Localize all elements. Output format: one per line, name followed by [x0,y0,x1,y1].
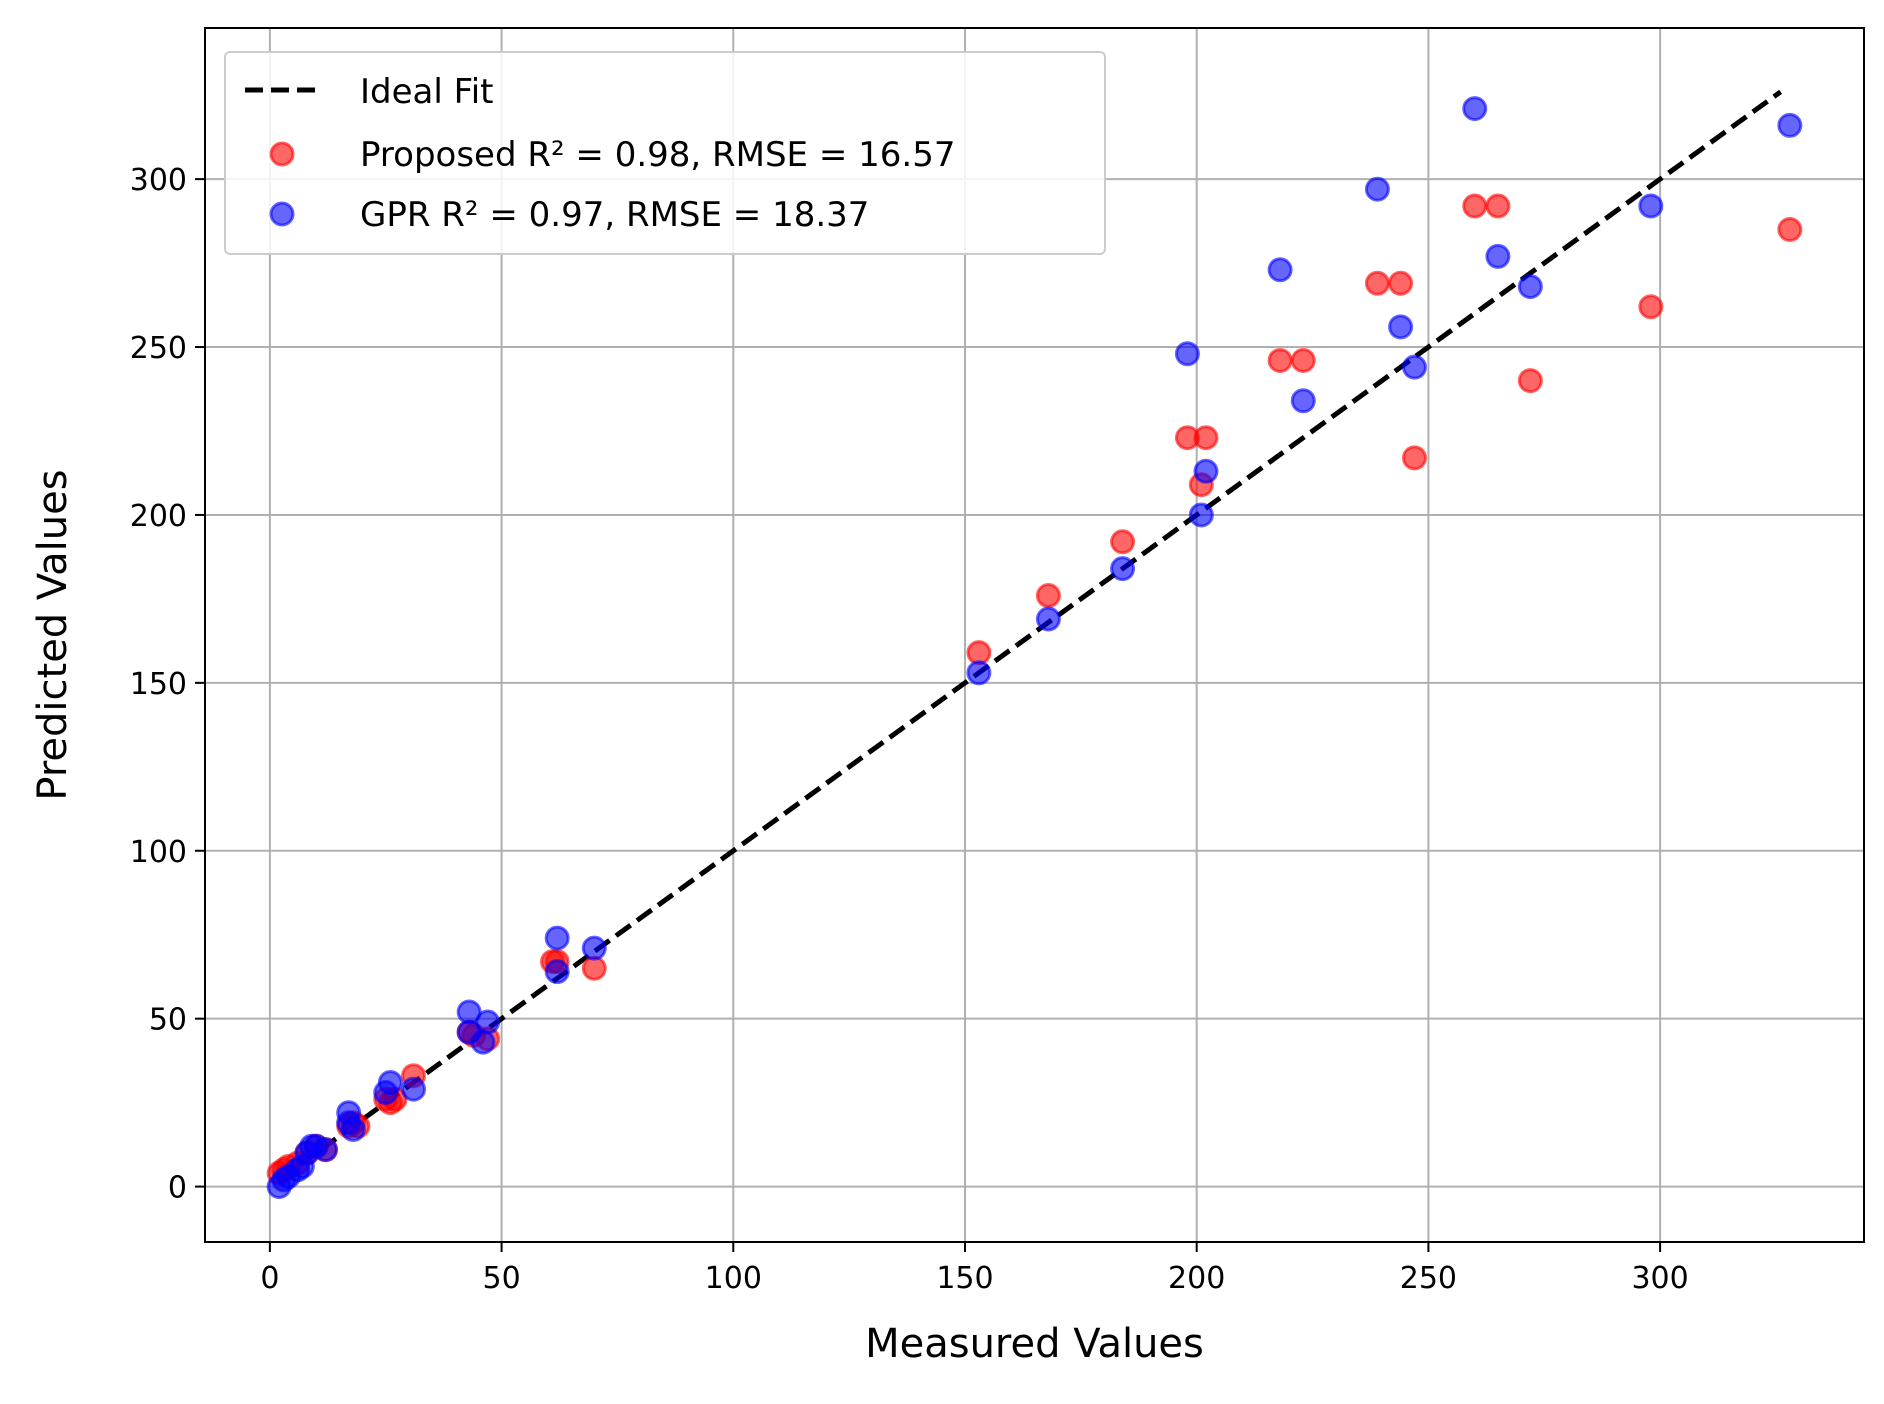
x-tick-label: 0 [260,1261,279,1296]
y-tick-label: 150 [130,667,187,702]
gpr-point [581,935,607,961]
proposed-point [1462,193,1488,219]
plot-frame [204,27,1865,1243]
x-tick-label: 50 [482,1261,520,1296]
legend-proposed-marker [269,141,295,167]
legend-proposed-label: Proposed R² = 0.98, RMSE = 16.57 [360,135,955,175]
proposed-point [1777,216,1803,242]
axis-ticks: 0 50 100 150 200 250 300 0 50 100 150 200 250 300 [130,163,1689,1296]
gpr-point [544,925,570,951]
legend-box [224,51,1106,255]
gpr-point [1188,502,1214,528]
gpr-point [1462,96,1488,122]
x-axis-label: Measured Values [865,1321,1204,1367]
legend-gpr-label: GPR R² = 0.97, RMSE = 18.37 [360,195,869,235]
gpr-point [544,959,570,985]
proposed-point [1517,368,1543,394]
y-tick-label: 0 [168,1171,187,1206]
gpr-point [1267,257,1293,283]
gpr-point [1517,274,1543,300]
y-tick-label: 50 [149,1003,187,1038]
gpr-point [401,1076,427,1102]
gpr-point [1638,193,1664,219]
gpr-point [1364,176,1390,202]
legend: Ideal Fit Proposed R² = 0.98, RMSE = 16.… [224,51,1106,255]
proposed-point [1638,294,1664,320]
proposed-point [1364,270,1390,296]
gpr-point [340,1116,366,1142]
gpr-point [966,660,992,686]
gpr-point [1388,314,1414,340]
y-axis-label: Predicted Values [30,469,76,800]
proposed-point [1401,445,1427,471]
x-tick-label: 200 [1168,1261,1225,1296]
y-tick-label: 300 [130,163,187,198]
gpr-point [1777,112,1803,138]
y-tick-label: 200 [130,499,187,534]
gpr-point [1485,243,1511,269]
x-tick-label: 100 [705,1261,762,1296]
legend-ideal-fit-label: Ideal Fit [360,72,493,112]
proposed-point [1035,583,1061,609]
proposed-point [1267,347,1293,373]
proposed-point [1110,529,1136,555]
gpr-point [1110,556,1136,582]
gpr-point [470,1029,496,1055]
ideal-fit-layer [277,89,1783,1182]
data-points-layer [266,96,1803,1200]
x-tick-label: 250 [1400,1261,1457,1296]
proposed-point [1485,193,1511,219]
gpr-point [1035,606,1061,632]
ideal-fit-line [277,89,1783,1182]
gpr-point [377,1069,403,1095]
gpr-point [1174,341,1200,367]
proposed-point [1290,347,1316,373]
x-tick-label: 150 [936,1261,993,1296]
proposed-point [1193,425,1219,451]
y-tick-label: 100 [130,835,187,870]
gpr-point [1401,354,1427,380]
gpr-point [1290,388,1316,414]
gpr-point [475,1009,501,1035]
gpr-point [1193,458,1219,484]
y-tick-label: 250 [130,331,187,366]
x-tick-label: 300 [1631,1261,1688,1296]
proposed-point [1388,270,1414,296]
gpr-point [312,1137,338,1163]
legend-gpr-marker [269,201,295,227]
